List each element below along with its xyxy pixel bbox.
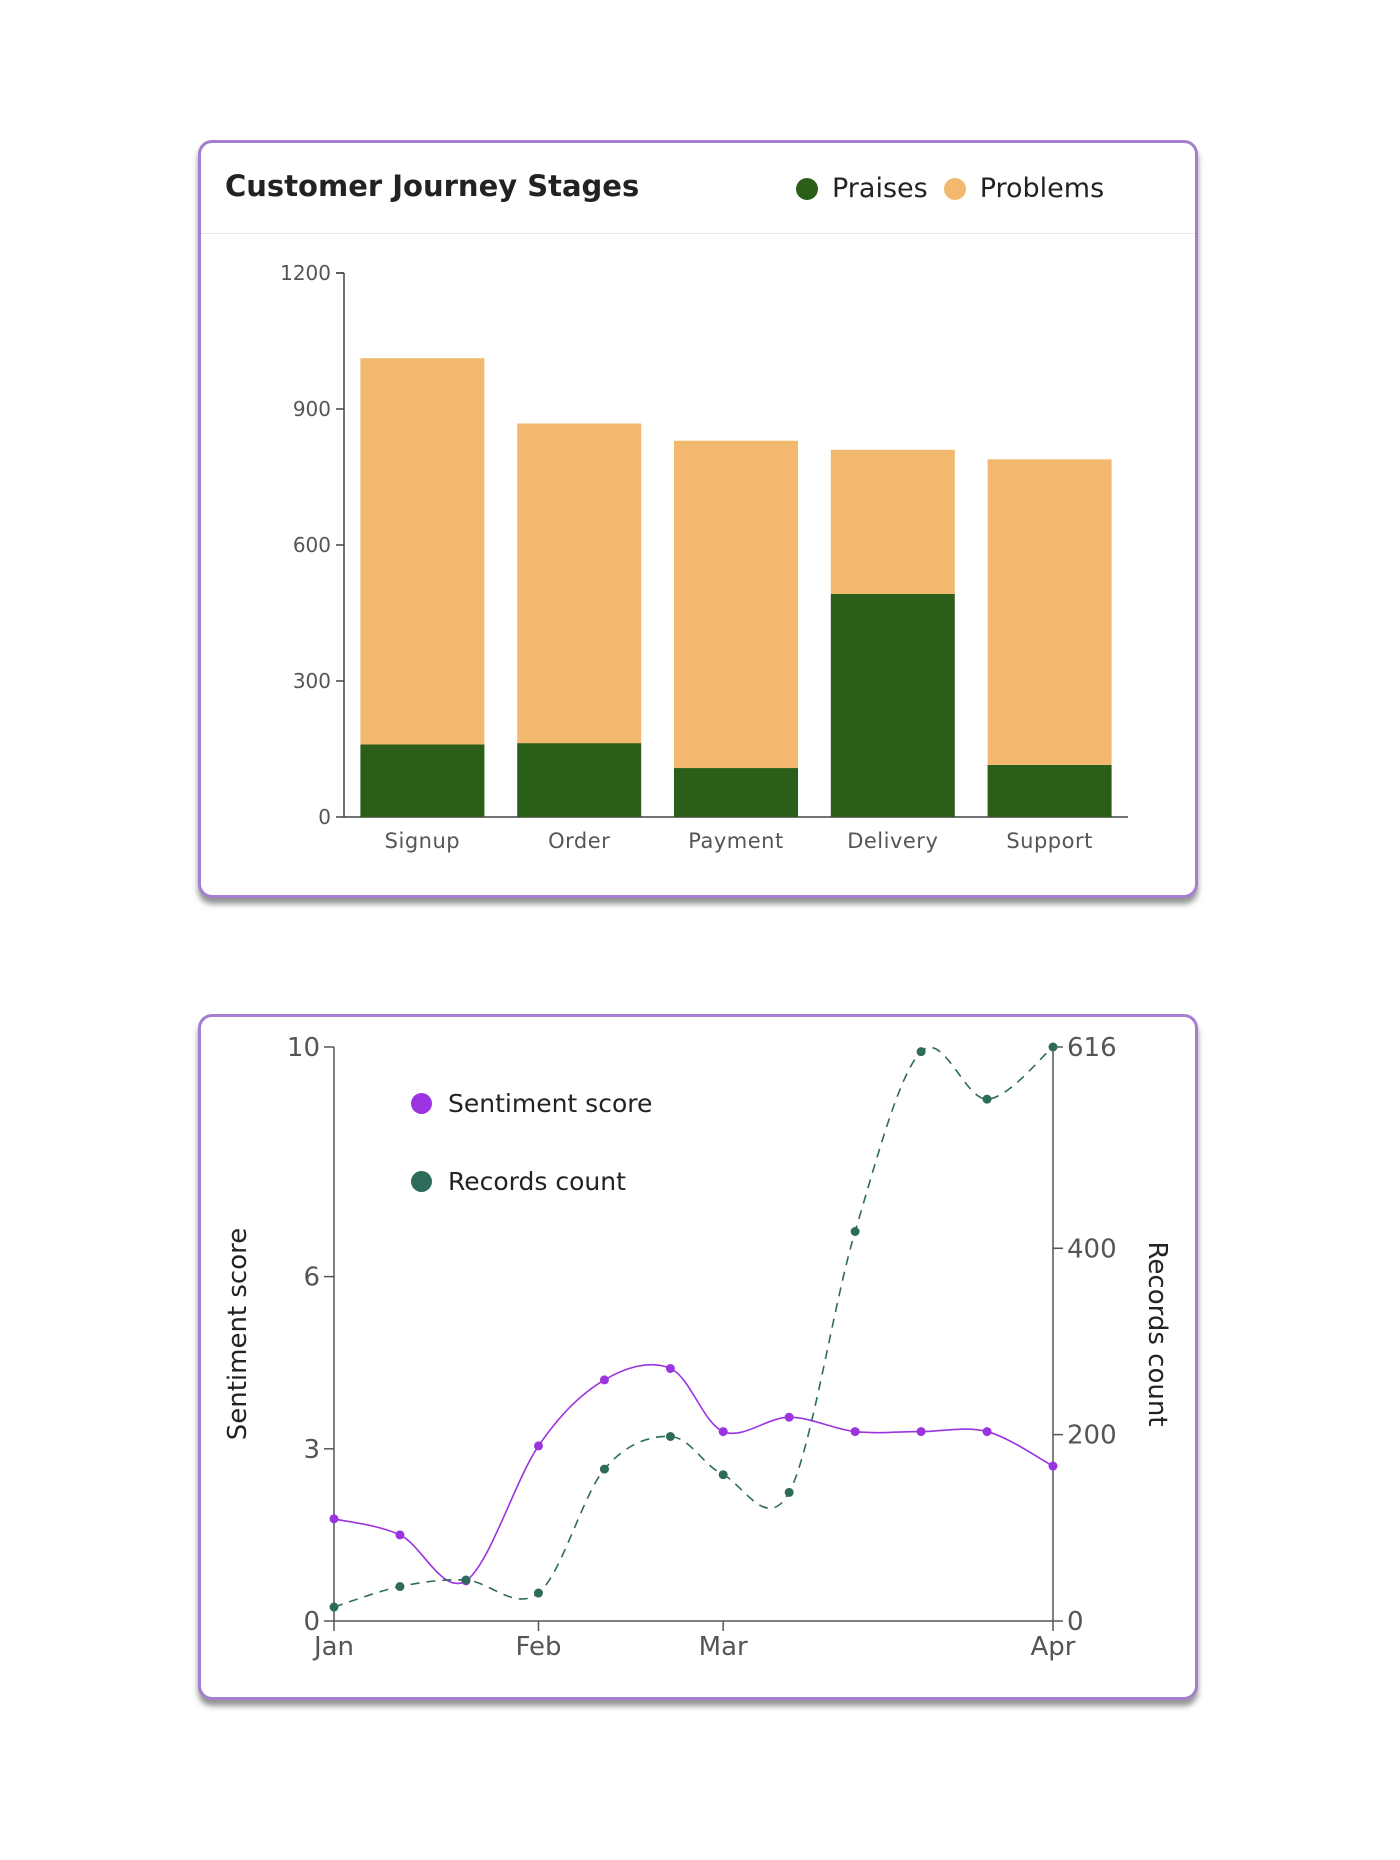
sentiment-point (982, 1427, 992, 1437)
x-tick-label: Payment (688, 829, 783, 853)
left-tick-label: 0 (303, 1607, 320, 1637)
sentiment-point (718, 1427, 728, 1437)
records-point (533, 1588, 543, 1598)
y-tick-label: 900 (293, 397, 331, 421)
legend-dot-problems (943, 177, 966, 200)
y-tick-label: 0 (318, 805, 331, 829)
line-chart-card: 0 3 6 10 0 200 400 616 Jan Feb Mar Apr Sentiment sco… (198, 1014, 1198, 1700)
legend-item-praises[interactable]: Praises (796, 173, 928, 204)
sentiment-point (916, 1427, 926, 1437)
records-point (850, 1227, 860, 1236)
left-tick-label: 3 (303, 1435, 320, 1465)
right-tick-label: 0 (1067, 1607, 1084, 1637)
legend-dot-sentiment (411, 1092, 432, 1114)
records-point (784, 1487, 794, 1497)
left-axis-title: Sentiment score (223, 1228, 253, 1441)
y-tick-label: 300 (293, 669, 331, 693)
right-tick-label: 200 (1067, 1421, 1117, 1451)
sentiment-point (395, 1530, 405, 1540)
line-chart-plot: 0 3 6 10 0 200 400 616 Jan Feb Mar Apr Sentiment sco… (223, 1033, 1172, 1662)
bar-chart-title: Customer Journey Stages (225, 169, 640, 203)
x-tick-label: Mar (699, 1632, 748, 1662)
x-tick-label: Order (548, 829, 610, 853)
line-chart-legend: Sentiment score Records count (411, 1087, 652, 1243)
x-tick-label: Delivery (847, 829, 938, 853)
sentiment-line (333, 1363, 1054, 1585)
legend-label-praises: Praises (832, 173, 928, 204)
x-tick-label: Jan (312, 1632, 354, 1662)
y-tick-label: 600 (293, 533, 331, 557)
left-tick-label: 10 (287, 1033, 320, 1063)
records-point (982, 1094, 992, 1104)
legend-dot-records (411, 1170, 432, 1192)
legend-label-sentiment: Sentiment score (448, 1088, 653, 1118)
x-tick-label: Feb (515, 1632, 561, 1662)
sentiment-point (784, 1412, 794, 1422)
bar-problems-delivery (830, 449, 955, 594)
bar-chart-legend: Praises Problems (796, 173, 1120, 204)
sentiment-point (533, 1441, 543, 1451)
legend-label-records: Records count (448, 1166, 626, 1196)
bar-chart-header: Customer Journey Stages Praises Problems (201, 143, 1195, 234)
bar-problems-signup (360, 358, 485, 745)
bar-chart-card: Customer Journey Stages Praises Problems… (198, 140, 1198, 898)
records-point (395, 1582, 405, 1592)
sentiment-point (599, 1375, 609, 1385)
x-tick-label: Apr (1031, 1632, 1076, 1662)
sentiment-point (329, 1514, 339, 1524)
records-point (1048, 1042, 1058, 1052)
legend-label-problems: Problems (979, 173, 1105, 204)
x-tick-label: Support (1006, 829, 1093, 853)
records-point (599, 1464, 609, 1474)
bar-problems-order (517, 423, 642, 744)
sentiment-point (1048, 1461, 1058, 1471)
x-tick-label: Signup (385, 829, 460, 853)
bar-problems-payment (674, 440, 798, 769)
records-point (461, 1575, 471, 1585)
bar-praises-support (987, 764, 1112, 817)
bar-chart-plot: 0 300 600 900 1200 Signup Order Payment Delivery… (280, 261, 1128, 853)
right-tick-label: 616 (1067, 1033, 1117, 1063)
legend-dot-praises (796, 177, 818, 200)
bar-praises-payment (674, 768, 798, 817)
bar-praises-order (517, 743, 642, 817)
records-point (329, 1602, 339, 1612)
bar-praises-signup (360, 744, 485, 817)
bar-problems-support (987, 459, 1112, 765)
right-axis-title: Records count (1142, 1242, 1172, 1427)
sentiment-point (850, 1427, 860, 1437)
legend-item-records[interactable]: Records count (411, 1165, 652, 1197)
right-tick-label: 400 (1067, 1234, 1117, 1264)
records-point (665, 1432, 675, 1441)
sentiment-point (665, 1363, 675, 1373)
records-point (718, 1470, 728, 1480)
legend-item-problems[interactable]: Problems (943, 173, 1105, 204)
y-tick-label: 1200 (280, 261, 331, 285)
bar-praises-delivery (830, 593, 955, 817)
records-point (916, 1047, 926, 1057)
legend-item-sentiment[interactable]: Sentiment score (411, 1087, 652, 1119)
left-tick-label: 6 (303, 1263, 320, 1293)
